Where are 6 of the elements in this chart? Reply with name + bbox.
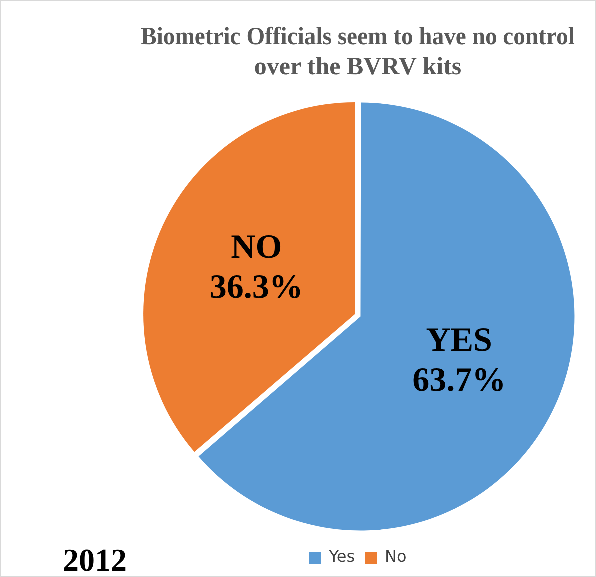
legend-label: Yes — [328, 547, 356, 566]
legend-label: No — [385, 547, 407, 566]
data-label: NO 36.3% — [210, 228, 304, 306]
data-label: YES 63.7% — [412, 322, 506, 399]
chart-title: Biometric Officials seem to have no control over the BVRV kits — [141, 22, 576, 80]
text: 2012 — [63, 542, 127, 577]
